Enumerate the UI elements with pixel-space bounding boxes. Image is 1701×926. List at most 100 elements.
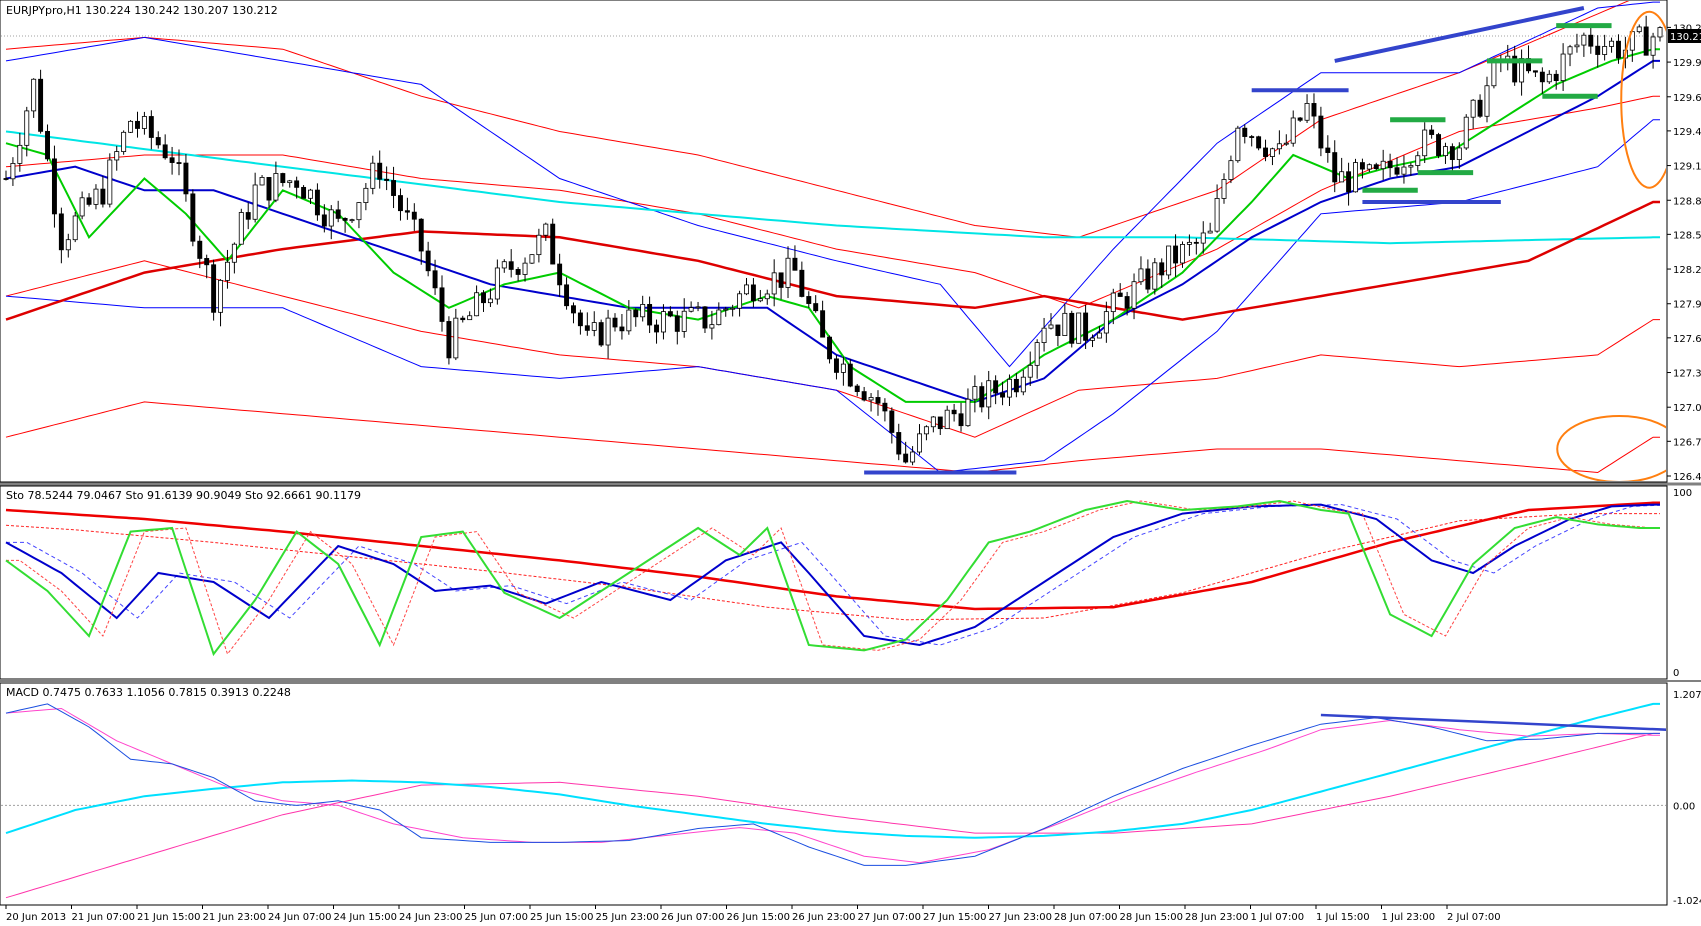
- candle-body: [993, 380, 999, 394]
- candle-body: [764, 293, 770, 300]
- candle-body: [1636, 26, 1642, 33]
- candle-body: [453, 317, 459, 359]
- candle-body: [370, 162, 376, 189]
- candle-body: [847, 363, 853, 387]
- candle-body: [1560, 53, 1566, 81]
- candle-body: [31, 78, 37, 112]
- candle-body: [522, 262, 528, 275]
- envelope-lower-outer: [5, 401, 1660, 474]
- stochastic-fast: [5, 499, 1660, 657]
- candle-body: [730, 307, 736, 310]
- price-tick-label: 128.230: [1673, 265, 1701, 276]
- time-tick-label: 28 Jun 23:00: [1185, 912, 1249, 923]
- candle-body: [1138, 268, 1144, 283]
- ema-long: [5, 130, 1660, 245]
- candle-body: [605, 317, 611, 346]
- candle-body: [1193, 241, 1199, 244]
- candle-body: [418, 218, 424, 252]
- bollinger-upper: [5, 1, 1660, 368]
- candle-body: [1034, 342, 1040, 366]
- candle-body: [245, 212, 251, 220]
- candle-body: [681, 310, 687, 332]
- price-tick-label: 128.815: [1673, 196, 1701, 207]
- candle-body: [321, 214, 327, 227]
- candle-body: [266, 177, 272, 201]
- candle-body: [750, 284, 756, 302]
- candle-body: [1422, 129, 1428, 157]
- candle-body: [695, 306, 701, 309]
- candle-body: [38, 78, 44, 132]
- candle-body: [771, 272, 777, 295]
- candle-body: [107, 159, 113, 205]
- candle-body: [432, 270, 438, 289]
- candle-body: [24, 110, 30, 146]
- time-tick-label: 1 Jul 15:00: [1316, 912, 1370, 923]
- candle-body: [654, 324, 659, 333]
- time-tick-label: 25 Jun 07:00: [465, 912, 529, 923]
- candle-body: [384, 178, 390, 181]
- price-header: EURJPYpro,H1 130.224 130.242 130.207 130…: [6, 4, 278, 17]
- candle-body: [889, 410, 895, 433]
- annotation-orange-ellipse: [1620, 10, 1666, 189]
- candle-body: [197, 240, 203, 259]
- candle-body: [176, 162, 182, 164]
- candle-body: [86, 197, 92, 205]
- candle-body: [1263, 147, 1268, 157]
- candle-body: [972, 386, 978, 400]
- candle-body: [294, 180, 300, 188]
- time-tick-label: 25 Jun 15:00: [530, 912, 594, 923]
- candle-body: [965, 398, 971, 427]
- candle-body: [398, 195, 403, 212]
- candle-body: [1429, 129, 1435, 135]
- macd-plot: [1, 702, 1666, 899]
- candle-body: [1276, 143, 1282, 150]
- candle-body: [903, 453, 909, 463]
- stochastic-panel: [0, 485, 1668, 680]
- stochastic-plot: [5, 499, 1661, 657]
- candle-body: [17, 144, 23, 164]
- candle-body: [702, 306, 708, 329]
- candle-body: [1007, 378, 1012, 398]
- candle-body: [1041, 327, 1047, 344]
- stochastic-header: Sto 78.5244 79.0467 Sto 91.6139 90.9049 …: [6, 489, 361, 502]
- candle-body: [536, 234, 542, 256]
- candle-body: [1055, 324, 1061, 336]
- candle-body: [543, 223, 549, 236]
- candle-body: [868, 397, 874, 401]
- candle-body: [1332, 152, 1338, 183]
- price-tick-label: 127.055: [1673, 403, 1701, 414]
- candle-body: [79, 197, 85, 217]
- candle-body: [1000, 392, 1006, 398]
- annotation-blue-line: [1334, 6, 1585, 63]
- candle-body: [640, 304, 646, 318]
- candle-body: [280, 173, 286, 184]
- macd-signal: [5, 707, 1660, 864]
- candle-body: [487, 298, 493, 304]
- candle-body: [1283, 142, 1289, 145]
- candle-body: [1650, 36, 1656, 56]
- candle-body: [93, 188, 99, 205]
- time-tick-label: 21 Jun 15:00: [137, 912, 201, 923]
- candle-body: [114, 151, 120, 161]
- axes: 130.285 129.990 129.695 129.405 129.110 128.8…: [5, 23, 1701, 923]
- price-tick-label: 129.695: [1673, 93, 1701, 104]
- stochastic-slow: [5, 501, 1660, 611]
- candle-body: [259, 177, 265, 186]
- candle-body: [529, 254, 535, 264]
- time-tick-label: 21 Jun 07:00: [72, 912, 136, 923]
- candle-body: [1477, 99, 1483, 117]
- candle-body: [1595, 45, 1601, 55]
- current-price-label: 130.212: [1670, 32, 1701, 43]
- candle-body: [1359, 162, 1365, 170]
- candle-body: [785, 257, 791, 288]
- candle-body: [861, 391, 867, 401]
- bollinger-lower: [5, 119, 1660, 474]
- candle-body: [647, 304, 653, 326]
- macd-header: MACD 0.7475 0.7633 1.1056 0.7815 0.3913 …: [6, 686, 291, 699]
- candle-body: [1470, 99, 1476, 118]
- candle-body: [1076, 312, 1082, 344]
- candle-body: [1484, 85, 1490, 117]
- candle-body: [612, 317, 618, 328]
- candle-body: [3, 178, 9, 180]
